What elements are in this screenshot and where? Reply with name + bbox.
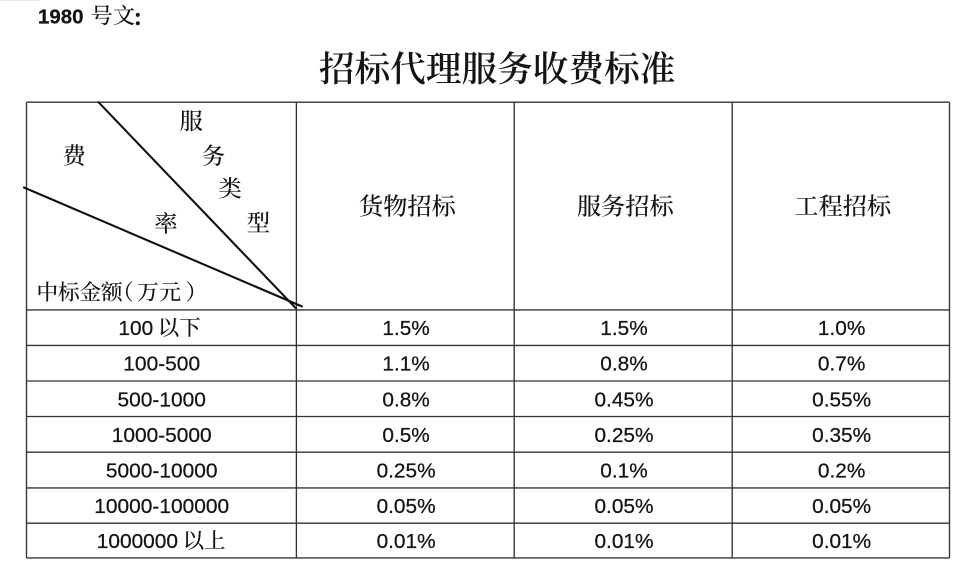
svg-text:0.01%: 0.01% — [594, 531, 653, 553]
svg-text:100-500: 100-500 — [123, 354, 200, 376]
svg-text:100: 100 — [118, 318, 153, 340]
svg-text:1000-5000: 1000-5000 — [112, 425, 212, 447]
svg-text:1.5%: 1.5% — [382, 318, 430, 340]
svg-text:0.7%: 0.7% — [818, 354, 866, 376]
svg-text:10000-100000: 10000-100000 — [94, 496, 229, 518]
svg-text:5000-10000: 5000-10000 — [106, 461, 218, 483]
svg-text:0.01%: 0.01% — [377, 531, 436, 553]
svg-text:0.05%: 0.05% — [377, 496, 436, 518]
svg-text:1000000: 1000000 — [97, 531, 178, 553]
svg-text:0.2%: 0.2% — [818, 461, 866, 483]
svg-text:0.5%: 0.5% — [382, 425, 430, 447]
svg-text:1980: 1980 — [38, 6, 84, 28]
svg-text:0.1%: 0.1% — [600, 461, 648, 483]
svg-text:0.8%: 0.8% — [382, 389, 430, 411]
svg-text:0.35%: 0.35% — [812, 425, 871, 447]
svg-text:0.25%: 0.25% — [594, 425, 653, 447]
svg-text:0.25%: 0.25% — [377, 461, 436, 483]
svg-text:0.55%: 0.55% — [812, 389, 871, 411]
svg-text:0.8%: 0.8% — [600, 354, 648, 376]
svg-text:1.5%: 1.5% — [600, 318, 648, 340]
svg-text:1.0%: 1.0% — [818, 318, 866, 340]
svg-text:0.05%: 0.05% — [594, 496, 653, 518]
svg-text:0.45%: 0.45% — [594, 389, 653, 411]
svg-text:0.05%: 0.05% — [812, 496, 871, 518]
svg-text:0.01%: 0.01% — [812, 531, 871, 553]
svg-text:500-1000: 500-1000 — [118, 389, 206, 411]
svg-text:1.1%: 1.1% — [382, 354, 430, 376]
